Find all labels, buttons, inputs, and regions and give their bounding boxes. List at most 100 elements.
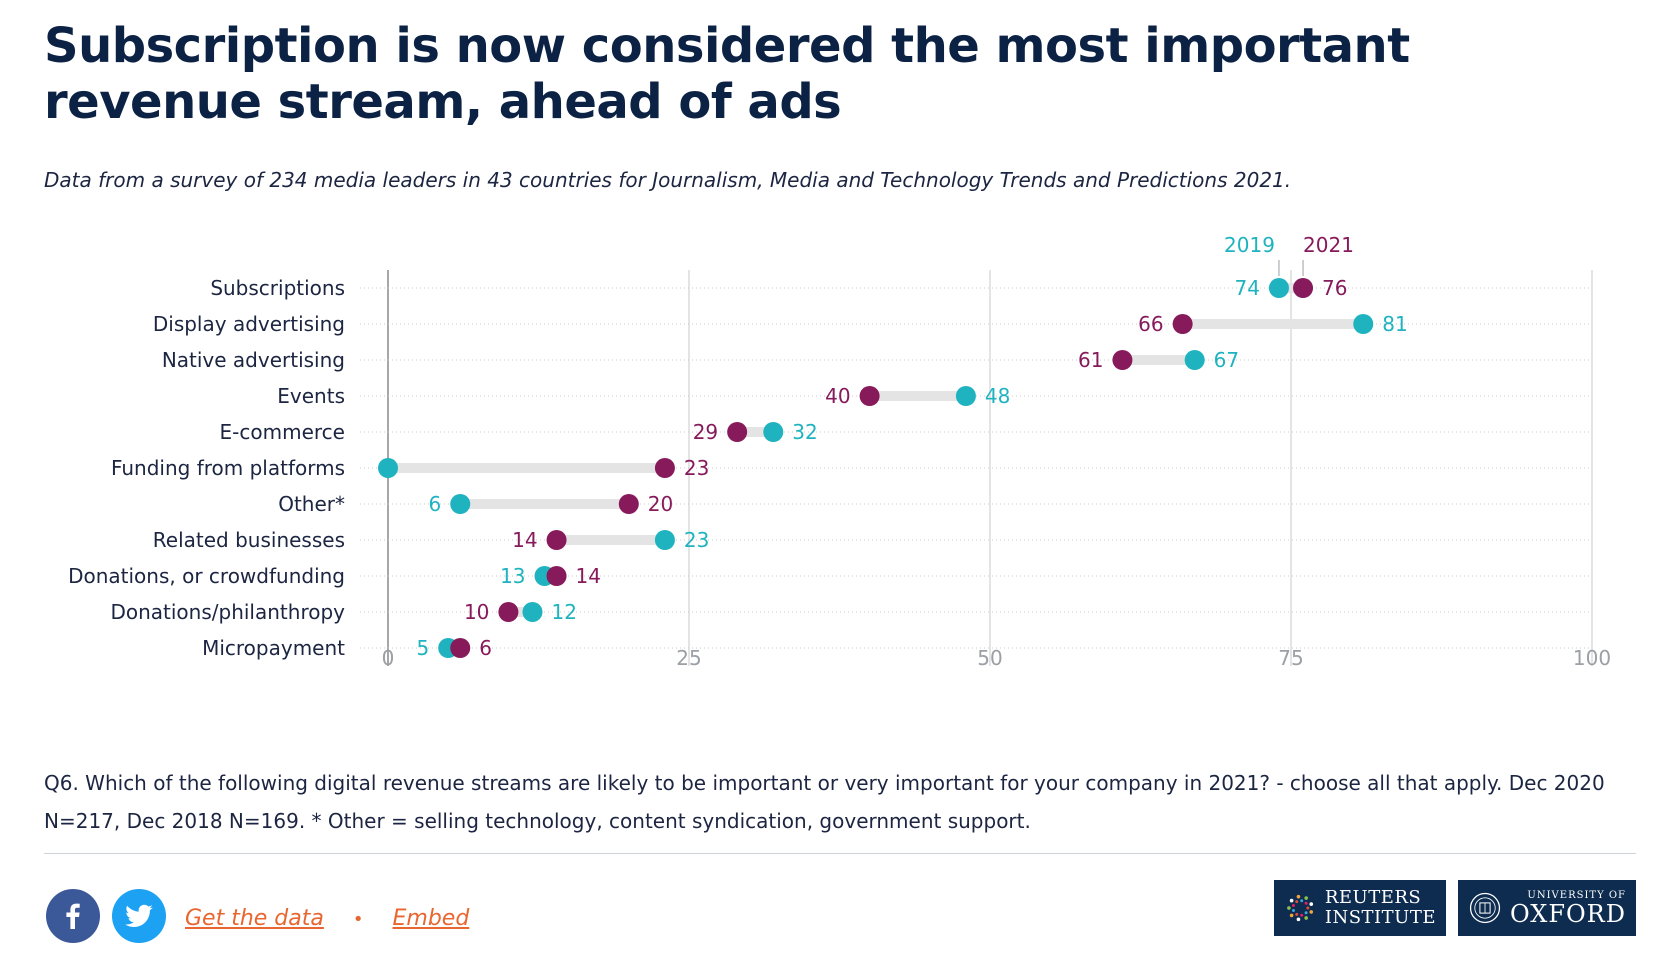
logo-dot — [1304, 901, 1308, 905]
legend-label-2021: 2021 — [1303, 233, 1354, 257]
dot-2021 — [727, 422, 748, 442]
dumbbell-connector — [1278, 283, 1304, 293]
category-label: Related businesses — [153, 528, 345, 552]
logo-dot — [1296, 894, 1301, 899]
facebook-share-button[interactable] — [46, 889, 100, 943]
value-label-2019: 23 — [684, 528, 709, 552]
legend-label-2019: 2019 — [1224, 233, 1275, 257]
logo-dot — [1304, 916, 1308, 920]
value-label-2021: 14 — [576, 564, 601, 588]
dot-2019 — [450, 494, 471, 514]
logo-dot — [1295, 900, 1299, 904]
value-label-2021: 29 — [693, 420, 718, 444]
link-separator: • — [352, 909, 364, 930]
value-label-2021: 76 — [1322, 276, 1347, 300]
category-label: Donations, or crowdfunding — [68, 564, 345, 588]
dumbbell-connector — [1122, 355, 1195, 365]
dot-2021 — [1172, 314, 1193, 334]
logo-dot — [1304, 896, 1308, 900]
reuters-logo-text: REUTERS INSTITUTE — [1325, 888, 1436, 928]
logo-dot — [1306, 906, 1310, 910]
logo-dot — [1300, 899, 1304, 903]
x-tick-label: 25 — [676, 646, 701, 670]
value-label-2019: 12 — [551, 600, 576, 624]
dumbbell-connector — [388, 463, 665, 473]
logo-dot — [1292, 909, 1295, 913]
value-label-2021: 61 — [1078, 348, 1103, 372]
reuters-institute-logo[interactable]: REUTERS INSTITUTE — [1274, 880, 1446, 936]
dot-2021 — [498, 602, 519, 622]
dot-2019 — [654, 530, 675, 550]
category-label: Display advertising — [153, 312, 345, 336]
survey-question-note: Q6. Which of the following digital reven… — [44, 771, 1605, 833]
x-tick-label: 0 — [382, 646, 395, 670]
footer-links: Get the data • Embed — [185, 906, 469, 931]
value-label-2021: 23 — [684, 456, 709, 480]
university-of-oxford-logo[interactable]: UNIVERSITY OF OXFORD — [1458, 880, 1636, 936]
oxford-logo-text: UNIVERSITY OF OXFORD — [1510, 890, 1626, 927]
category-label: Donations/philanthropy — [110, 600, 345, 624]
dot-2021 — [546, 566, 567, 586]
dumbbell-chart: 0 25 50 75 100 Subscriptions Display advertisi… — [68, 233, 1611, 670]
logo-dot — [1289, 913, 1294, 918]
logo-dot — [1309, 910, 1314, 914]
dot-2019 — [955, 386, 976, 406]
dot-2021 — [1293, 278, 1314, 298]
chart-subtitle: Data from a survey of 234 media leaders … — [44, 168, 1292, 192]
oxford-crest-icon — [1469, 892, 1501, 924]
logo-dot — [1289, 898, 1294, 903]
embed-link[interactable]: Embed — [392, 906, 470, 931]
logo-dot — [1309, 902, 1314, 906]
dot-2021 — [1112, 350, 1133, 370]
value-label-2021: 40 — [825, 384, 850, 408]
dumbbell-connector — [460, 499, 629, 509]
reuters-logo-line1: REUTERS — [1324, 887, 1422, 908]
dumbbell-connector — [869, 391, 966, 401]
x-tick-label: 75 — [1278, 646, 1303, 670]
value-label-2019: 32 — [792, 420, 817, 444]
logo-dot — [1304, 911, 1308, 915]
dumbbell-connector — [556, 535, 665, 545]
dot-2019 — [763, 422, 784, 442]
value-label-2021: 6 — [479, 636, 492, 660]
dot-2019 — [1268, 278, 1289, 298]
twitter-share-button[interactable] — [112, 889, 166, 943]
logo-dot — [1287, 906, 1291, 910]
dot-2019 — [1353, 314, 1374, 334]
dot-2019 — [522, 602, 543, 622]
x-tick-label: 100 — [1573, 646, 1611, 670]
category-label: Subscriptions — [210, 276, 345, 300]
get-the-data-link[interactable]: Get the data — [185, 906, 324, 931]
logo-dot — [1292, 903, 1295, 907]
dot-2021 — [450, 638, 471, 658]
dot-2019 — [378, 458, 398, 478]
dot-2021 — [546, 530, 567, 550]
category-label: Native advertising — [162, 348, 345, 372]
value-label-2019: 6 — [429, 492, 442, 516]
reuters-dots-icon — [1287, 894, 1314, 922]
logo-dot — [1296, 917, 1301, 922]
dumbbell-connector — [737, 427, 774, 437]
value-label-2019: 13 — [500, 564, 525, 588]
category-label: E-commerce — [220, 420, 345, 444]
dot-2021 — [859, 386, 880, 406]
value-label-2021: 10 — [464, 600, 489, 624]
value-label-2021: 20 — [648, 492, 673, 516]
value-label-2019: 81 — [1382, 312, 1407, 336]
logo-dot — [1295, 912, 1299, 916]
dot-2021 — [618, 494, 639, 514]
value-label-2019: 48 — [985, 384, 1010, 408]
dot-2021 — [654, 458, 675, 478]
oxford-logo-line1: UNIVERSITY OF — [1527, 889, 1626, 901]
value-label-2021: 66 — [1138, 312, 1163, 336]
logo-dot — [1300, 913, 1304, 917]
value-label-2019: 74 — [1235, 276, 1260, 300]
dumbbell-connector — [508, 607, 533, 617]
reuters-logo-line2: INSTITUTE — [1324, 907, 1436, 928]
x-tick-label: 50 — [977, 646, 1002, 670]
category-label: Events — [277, 384, 345, 408]
oxford-logo-line2: OXFORD — [1510, 899, 1626, 928]
value-label-2021: 14 — [512, 528, 537, 552]
twitter-icon — [125, 904, 153, 927]
footer-divider — [44, 853, 1636, 854]
